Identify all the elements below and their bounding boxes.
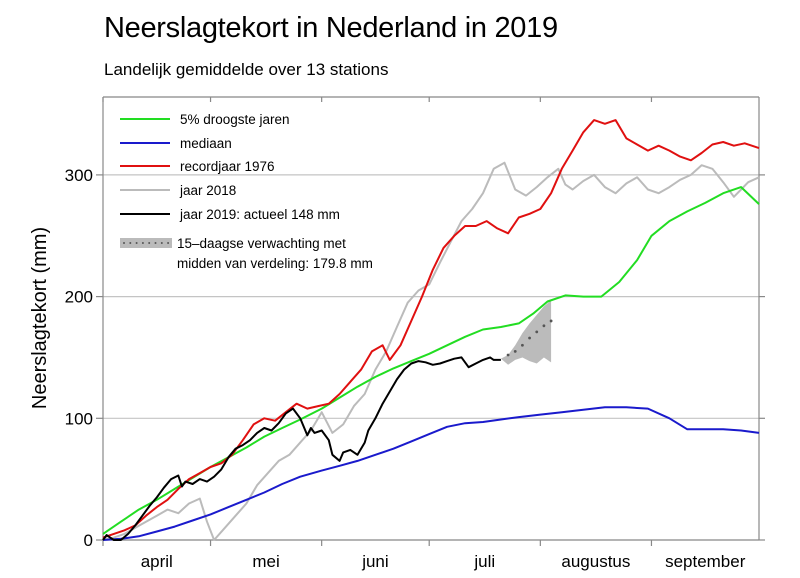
chart-subtitle: Landelijk gemiddelde over 13 stations: [104, 60, 389, 79]
legend-label: recordjaar 1976: [180, 159, 275, 174]
legend-band-dot: [167, 242, 170, 244]
x-tick-label-april: april: [141, 552, 173, 571]
legend-band-dot: [148, 242, 151, 244]
forecast-band-area: [500, 300, 552, 365]
forecast-median-dot: [549, 319, 553, 323]
forecast-median-dot: [528, 336, 531, 340]
legend-band-dot: [154, 242, 157, 244]
legend-label: 15–daagse verwachting met: [177, 236, 346, 251]
legend-label: jaar 2019: actueel 148 mm: [179, 207, 340, 222]
x-axis: april mei juni juli augustus september: [102, 97, 746, 571]
x-tick-label-mei: mei: [252, 552, 279, 571]
forecast-median-dot: [535, 330, 539, 334]
series-line-jaar-2018: [102, 161, 760, 541]
legend-band-dot: [141, 242, 144, 244]
legend-band-dot: [135, 242, 138, 244]
x-tick-label-september: september: [665, 552, 746, 571]
gridlines: [103, 174, 759, 419]
legend-label: 5% droogste jaren: [180, 112, 290, 127]
series-line-recordjaar-1976: [102, 119, 760, 539]
legend-band-dot: [160, 242, 163, 244]
y-axis: 0 100 200 300: [65, 166, 765, 550]
series-lines: [102, 119, 760, 541]
legend-band-swatch: [120, 238, 172, 248]
forecast-median-dot: [506, 353, 510, 357]
legend-label-line2: midden van verdeling: 179.8 mm: [177, 256, 373, 271]
x-tick-label-juli: juli: [473, 552, 495, 571]
x-tick-label-juni: juni: [361, 552, 388, 571]
y-tick-label: 0: [84, 531, 93, 550]
forecast-median-dot: [513, 349, 517, 353]
forecast-band: [500, 300, 553, 365]
legend-band-dot: [129, 242, 132, 244]
y-tick-label: 100: [65, 409, 93, 428]
y-tick-label: 200: [65, 288, 93, 307]
legend-label: mediaan: [180, 136, 232, 151]
forecast-median-dot: [542, 324, 546, 328]
forecast-median-dot: [521, 343, 524, 347]
y-tick-label: 300: [65, 166, 93, 185]
series-line-mediaan: [102, 406, 760, 541]
chart-title: Neerslagtekort in Nederland in 2019: [104, 12, 558, 44]
x-tick-label-augustus: augustus: [561, 552, 630, 571]
legend: 5% droogste jaren mediaan recordjaar 1976 j…: [120, 112, 373, 271]
plot-frame: [102, 96, 760, 541]
legend-band-dot: [123, 242, 125, 244]
series-line-jaar-2019-actueel-148-mm: [102, 356, 501, 541]
y-axis-label: Neerslagtekort (mm): [29, 227, 51, 409]
legend-label: jaar 2018: [179, 183, 236, 198]
